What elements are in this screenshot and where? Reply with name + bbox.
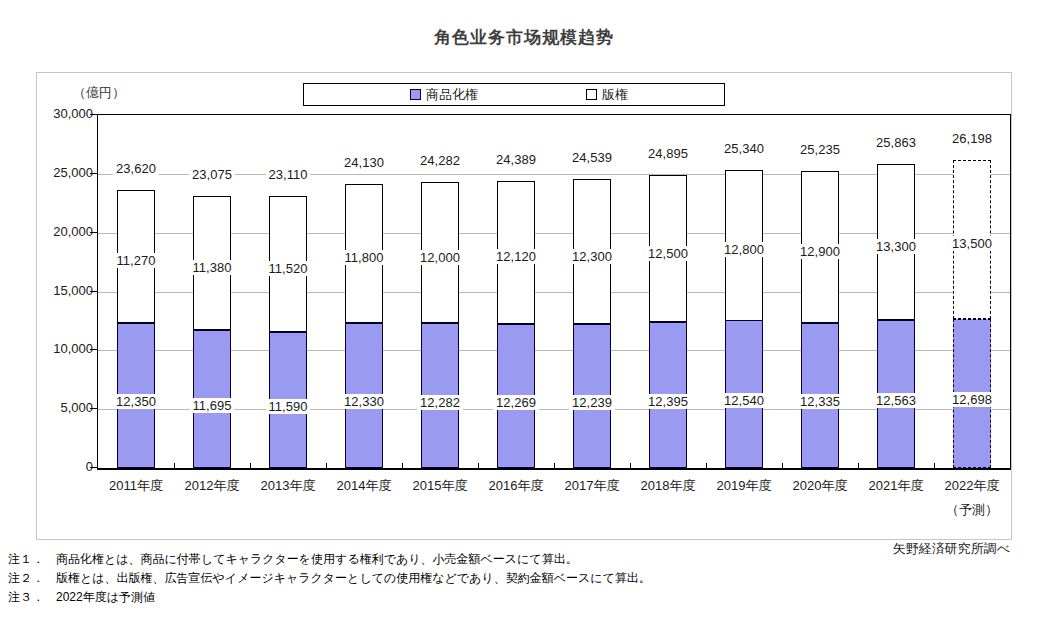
- x-axis-tick: [934, 463, 935, 468]
- gridline: [98, 233, 1010, 234]
- legend-label-copyright: 版権: [602, 86, 628, 104]
- legend-item-merchandising-rights: 商品化権: [410, 86, 478, 104]
- y-axis-label: 5,000: [33, 399, 93, 417]
- chart-title: 角色业务市场规模趋势: [0, 26, 1048, 49]
- data-label-copyright: 13,500: [927, 235, 1017, 253]
- x-axis-label: 2014年度: [326, 477, 402, 495]
- legend-swatch-merchandising-icon: [410, 89, 421, 100]
- x-axis-tick: [554, 463, 555, 468]
- x-axis-label: 2012年度: [174, 477, 250, 495]
- legend-swatch-copyright-icon: [586, 89, 597, 100]
- y-axis-label: 25,000: [33, 164, 93, 182]
- x-axis-label: 2019年度: [706, 477, 782, 495]
- note-line: 注１． 商品化権とは、商品に付帯してキャラクターを使用する権利であり、小売金額ベ…: [8, 550, 651, 569]
- x-axis-label: 2011年度: [98, 477, 174, 495]
- plot-area: 23,62011,27012,35023,07511,38011,69523,1…: [97, 114, 1011, 470]
- gridline: [98, 350, 1010, 351]
- x-axis-tick: [782, 463, 783, 468]
- x-axis-label: 2021年度: [858, 477, 934, 495]
- y-axis-unit-label: （億円）: [73, 84, 125, 102]
- x-axis-label-forecast-suffix: （予測）: [934, 501, 1010, 519]
- data-label-merchandising: 12,698: [927, 391, 1017, 409]
- x-axis-tick: [326, 463, 327, 468]
- y-axis-label: 30,000: [33, 105, 93, 123]
- x-axis-label: 2015年度: [402, 477, 478, 495]
- x-axis-tick: [250, 463, 251, 468]
- x-axis-label: 2017年度: [554, 477, 630, 495]
- x-axis-tick: [858, 463, 859, 468]
- x-axis-tick: [174, 463, 175, 468]
- legend-label-merchandising: 商品化権: [426, 86, 478, 104]
- y-axis-label: 0: [33, 458, 93, 476]
- chart-frame: （億円） 商品化権 版権 0 5,000 10,000 15,000 20,000 25,…: [36, 72, 1012, 540]
- notes: 注１． 商品化権とは、商品に付帯してキャラクターを使用する権利であり、小売金額ベ…: [8, 550, 651, 607]
- y-axis-tick: [90, 467, 97, 468]
- x-axis-label: 2022年度: [934, 477, 1010, 495]
- legend: 商品化権 版権: [303, 83, 725, 106]
- note-line: 注２． 版権とは、出版権、広告宣伝やイメージキャラクターとしての使用権などであり…: [8, 569, 651, 588]
- x-axis-label: 2018年度: [630, 477, 706, 495]
- gridline: [98, 292, 1010, 293]
- x-axis-tick: [630, 463, 631, 468]
- y-axis-label: 20,000: [33, 223, 93, 241]
- y-axis-tick: [90, 349, 97, 350]
- note-line: 注３． 2022年度は予測値: [8, 588, 651, 607]
- x-axis-tick: [402, 463, 403, 468]
- y-axis-tick: [90, 114, 97, 115]
- y-axis-tick: [90, 232, 97, 233]
- x-axis-label: 2013年度: [250, 477, 326, 495]
- x-axis-label: 2020年度: [782, 477, 858, 495]
- x-axis-tick: [478, 463, 479, 468]
- data-label-total: 26,198: [927, 130, 1017, 148]
- y-axis-label: 10,000: [33, 340, 93, 358]
- y-axis-label: 15,000: [33, 282, 93, 300]
- x-axis-tick: [706, 463, 707, 468]
- page: { "page": { "source_credit": "矢野経済研究所調べ"…: [0, 0, 1048, 635]
- legend-item-copyright: 版権: [586, 86, 628, 104]
- y-axis-tick: [90, 291, 97, 292]
- x-axis-label: 2016年度: [478, 477, 554, 495]
- source-credit: 矢野経済研究所調べ: [893, 540, 1010, 558]
